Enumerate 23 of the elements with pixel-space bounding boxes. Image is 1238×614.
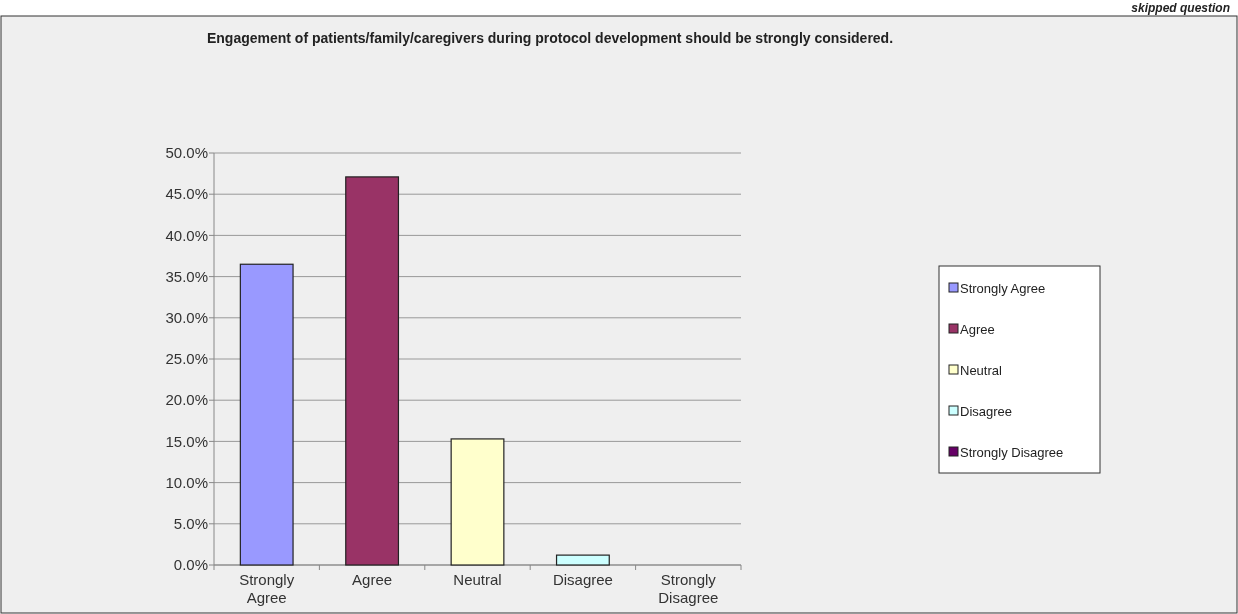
y-tick-label: 20.0% xyxy=(165,391,208,409)
legend-label: Agree xyxy=(960,321,995,337)
y-tick-label: 50.0% xyxy=(165,144,208,162)
x-tick-label: Strongly Agree xyxy=(239,571,295,606)
y-tick-label: 15.0% xyxy=(165,432,208,450)
legend-label: Disagree xyxy=(960,403,1013,419)
chart-title: Engagement of patients/family/caregivers during protocol development should be strongly considered. xyxy=(206,30,894,46)
y-tick-label: 30.0% xyxy=(165,309,208,327)
y-tick-label: 10.0% xyxy=(165,473,208,491)
legend-label: Neutral xyxy=(960,362,1003,378)
x-tick-label: Neutral xyxy=(453,571,502,588)
x-tick-label: Strongly Disagree xyxy=(658,571,719,606)
legend-label: Strongly Disagree xyxy=(960,444,1064,460)
y-tick-label: 40.0% xyxy=(165,226,208,244)
y-tick-label: 0.0% xyxy=(173,556,208,574)
legend-label: Strongly Agree xyxy=(960,280,1046,296)
text: skipped question xyxy=(1131,1,1230,15)
y-tick-label: 35.0% xyxy=(165,267,208,285)
x-tick-label: Disagree xyxy=(552,571,613,588)
y-tick-label: 45.0% xyxy=(165,185,208,203)
x-tick-label: Agree xyxy=(352,571,393,588)
y-tick-label: 5.0% xyxy=(173,515,208,533)
y-tick-label: 25.0% xyxy=(165,350,208,368)
